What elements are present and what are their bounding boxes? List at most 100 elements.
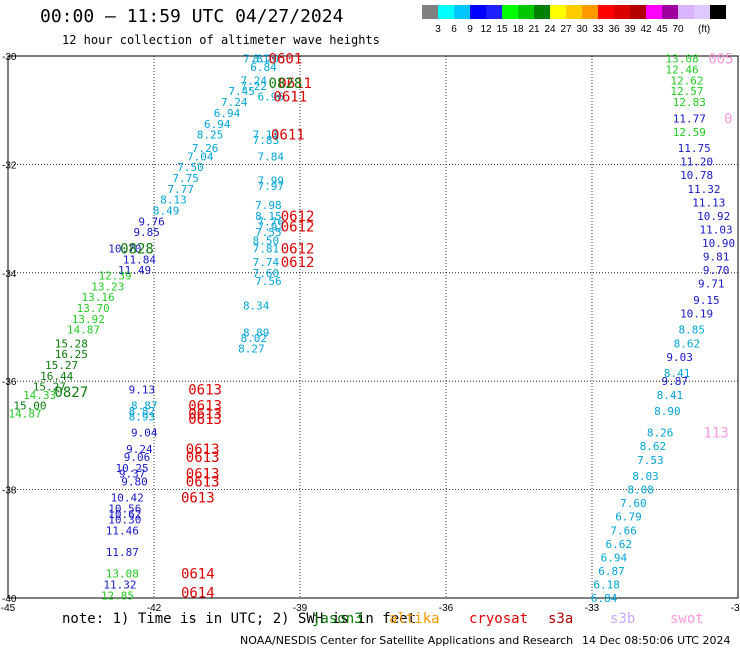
- swh-value-label: 10.30: [108, 513, 141, 526]
- swh-value-label: 11.13: [692, 196, 725, 209]
- swh-value-label: 7.60: [253, 267, 280, 280]
- swh-value-label: 8.13: [160, 194, 187, 207]
- color-scale-tick: 33: [592, 24, 604, 35]
- lon-tick-label: -30: [731, 603, 740, 614]
- swh-value-label: 7.53: [637, 454, 664, 467]
- swh-value-label: 8.89: [243, 326, 270, 339]
- swh-value-label: 8.25: [197, 129, 224, 142]
- swh-value-label: 7.56: [255, 275, 282, 288]
- swh-value-label: 16.25: [55, 348, 88, 361]
- page-title: 00:00 — 11:59 UTC 04/27/2024: [40, 6, 344, 27]
- swh-value-label: 8.03: [632, 470, 659, 483]
- swh-value-label: 12.62: [670, 74, 703, 87]
- pass-time-label: 0613: [186, 450, 220, 466]
- generated-timestamp: 14 Dec 08:50:06 UTC 2024: [582, 634, 731, 647]
- swh-value-label: 7.75: [172, 172, 199, 185]
- legend-item-s3b: s3b: [610, 611, 636, 627]
- color-scale-tick: 36: [608, 24, 620, 35]
- lon-tick-label: -42: [147, 603, 162, 614]
- swh-value-label: 9.87: [661, 375, 688, 388]
- color-scale-tick: 45: [656, 24, 668, 35]
- swh-value-label: 13.92: [72, 313, 105, 326]
- swh-value-label: 11.87: [106, 546, 139, 559]
- swh-value-label: 12.39: [99, 270, 132, 283]
- swh-value-label: 6.84: [591, 592, 618, 605]
- swh-value-label: 6.18: [593, 578, 620, 591]
- swh-value-label: 8.62: [674, 337, 701, 350]
- pass-time-label: 0613: [188, 412, 222, 428]
- swh-value-label: 9.81: [703, 251, 730, 264]
- lon-tick-label: -45: [1, 603, 16, 614]
- swh-value-label: 7.55: [255, 226, 282, 239]
- color-swatch: [486, 5, 502, 19]
- pass-time-label: 0614: [181, 567, 215, 583]
- swh-value-label: 7.99: [258, 175, 285, 188]
- swh-value-label: 15.27: [33, 381, 66, 394]
- color-swatch: [598, 5, 614, 19]
- swh-value-label: 8.34: [243, 299, 270, 312]
- swh-value-label: 8.93: [129, 410, 156, 423]
- swh-value-label: 8.85: [679, 324, 706, 337]
- pass-time-label: 0613: [186, 474, 220, 490]
- swh-value-label: 11.32: [103, 578, 136, 591]
- swh-value-label: 7.74: [253, 256, 280, 269]
- swh-value-label: 10.78: [680, 169, 713, 182]
- swh-value-label: 6.96: [258, 91, 285, 104]
- swh-value-label: 8.90: [654, 405, 681, 418]
- pass-time-label: 0613: [186, 442, 220, 458]
- pass-time-label: 0613: [181, 491, 215, 507]
- swh-value-label: 7.22: [241, 80, 268, 93]
- color-swatch: [566, 5, 582, 19]
- swh-value-label: 9.76: [138, 215, 165, 228]
- color-swatch: [454, 5, 470, 19]
- swh-value-label: 11.03: [700, 223, 733, 236]
- swh-value-label: 10.92: [697, 210, 730, 223]
- pass-time-label: 0827: [54, 385, 88, 401]
- color-scale-tick: 70: [672, 24, 684, 35]
- lat-tick-label: -32: [2, 160, 17, 171]
- swh-value-label: 8.49: [153, 204, 180, 217]
- swh-value-label: 14.33: [23, 389, 56, 402]
- swh-value-label: 6.87: [598, 565, 625, 578]
- legend-item-cryosat: cryosat: [469, 611, 529, 627]
- swh-value-label: 12.57: [670, 85, 703, 98]
- pass-time-label: 0828: [120, 241, 154, 257]
- pass-time-label: 0611: [271, 128, 305, 144]
- swh-value-label: 7.76: [258, 215, 285, 228]
- color-swatch: [502, 5, 518, 19]
- swh-value-label: 13.16: [81, 291, 114, 304]
- color-scale-tick: 21: [528, 24, 540, 35]
- lon-tick-label: -39: [293, 603, 308, 614]
- swh-value-label: 10.90: [702, 237, 735, 250]
- lon-tick-label: -33: [585, 603, 600, 614]
- swh-value-label: 11.77: [673, 112, 706, 125]
- swh-value-label: 11.49: [118, 264, 151, 277]
- pass-time-label: 0612: [281, 255, 315, 271]
- color-swatch: [582, 5, 598, 19]
- color-swatch: [614, 5, 630, 19]
- lat-tick-label: -38: [2, 486, 17, 497]
- swh-value-label: 15.00: [13, 400, 46, 413]
- color-swatch: [694, 5, 710, 19]
- swh-value-label: 6.94: [204, 118, 231, 131]
- swh-value-label: 13.70: [77, 302, 110, 315]
- page-subtitle: 12 hour collection of altimeter wave hei…: [62, 33, 380, 47]
- swh-value-label: 7.60: [620, 497, 647, 510]
- swh-value-label: 7.84: [258, 150, 285, 163]
- swh-value-label: 12.59: [673, 126, 706, 139]
- swh-value-label: 7.92: [258, 221, 285, 234]
- swh-value-label: 16.44: [40, 370, 73, 383]
- swh-value-label: 7.45: [228, 85, 255, 98]
- swh-value-label: 7.24: [241, 74, 268, 87]
- pass-time-label: 0613: [188, 399, 222, 415]
- swh-value-label: 15.27: [45, 359, 78, 372]
- color-swatch: [662, 5, 678, 19]
- color-swatch: [630, 5, 646, 19]
- swh-value-label: 8.82: [129, 405, 156, 418]
- pass-time-label: 0613: [186, 466, 220, 482]
- swh-value-label: 9.06: [124, 451, 151, 464]
- credit-text: NOAA/NESDIS Center for Satellite Applica…: [240, 634, 574, 647]
- swh-value-label: 11.46: [106, 524, 139, 537]
- map-frame: [7, 55, 739, 599]
- swh-value-label: 13.23: [91, 280, 124, 293]
